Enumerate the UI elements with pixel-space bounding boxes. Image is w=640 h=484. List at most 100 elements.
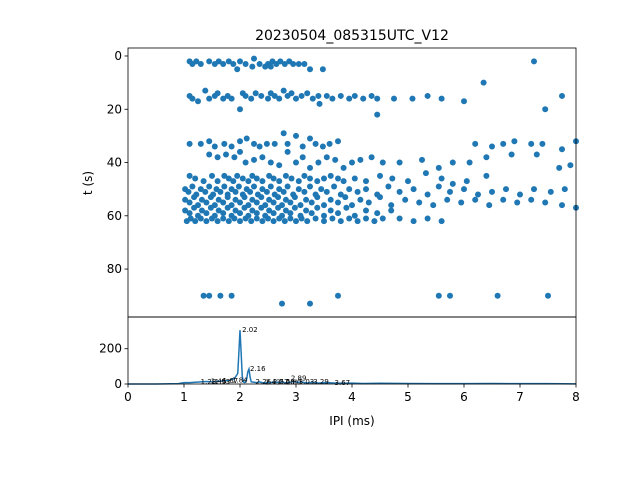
scatter-point (371, 218, 378, 225)
scatter-point (301, 60, 308, 67)
scatter-point (197, 186, 204, 193)
peak-label: 2.68 (279, 378, 295, 386)
histogram-line (128, 330, 577, 385)
scatter-point (561, 186, 568, 193)
scatter-point (329, 215, 336, 222)
scatter-point (281, 60, 288, 67)
scatter-point (391, 95, 397, 102)
scatter-point (191, 194, 198, 201)
scatter-point (327, 172, 334, 179)
peak-label: 2.57 (273, 378, 289, 386)
scatter-point (368, 154, 375, 161)
scatter-point (494, 292, 501, 299)
scatter-point (237, 58, 243, 65)
scatter-point (307, 164, 313, 171)
scatter-point (237, 210, 243, 217)
peak-label: 2.80 (286, 379, 302, 387)
scatter-point (323, 154, 330, 161)
scatter-point (284, 148, 291, 155)
scatter-point (271, 140, 278, 147)
scatter-point (377, 172, 383, 179)
scatter-point (267, 159, 274, 166)
scatter-point (251, 183, 257, 190)
scatter-point (318, 186, 325, 193)
scatter-point (203, 199, 210, 206)
scatter-point (230, 178, 237, 185)
scatter-point (508, 151, 515, 158)
y-tick-label: 0 (114, 377, 122, 391)
peak-label: 1.28 (201, 378, 217, 386)
scatter-point (363, 186, 369, 193)
scatter-point (280, 130, 287, 137)
scatter-point (319, 66, 326, 73)
scatter-point (275, 194, 282, 201)
scatter-point (200, 178, 207, 185)
scatter-point (449, 180, 456, 187)
scatter-point (331, 183, 338, 190)
x-tick-label: 2 (236, 390, 244, 404)
scatter-point (189, 183, 196, 190)
scatter-point (253, 199, 260, 206)
scatter-point (249, 207, 256, 214)
scatter-point (214, 178, 221, 185)
scatter-point (349, 159, 355, 166)
x-tick-label: 4 (348, 390, 356, 404)
scatter-point (363, 215, 369, 222)
scatter-point (282, 196, 289, 203)
scatter-point (379, 159, 386, 166)
scatter-point (337, 218, 344, 225)
scatter-point (307, 175, 313, 182)
scatter-point (280, 87, 287, 94)
scatter-point (293, 95, 299, 102)
scatter-point (332, 156, 339, 163)
scatter-point (539, 140, 546, 147)
scatter-point (293, 218, 299, 225)
scatter-point (385, 183, 392, 190)
scatter-point (215, 207, 222, 214)
scatter-point (340, 164, 347, 171)
x-tick-label: 8 (572, 390, 580, 404)
scatter-point (559, 202, 565, 209)
scatter-point (409, 95, 416, 102)
scatter-point (351, 175, 358, 182)
scatter-point (559, 92, 565, 99)
scatter-point (466, 159, 473, 166)
scatter-point (220, 95, 227, 102)
scatter-point (475, 191, 481, 198)
scatter-point (402, 196, 409, 203)
scatter-point (193, 58, 200, 65)
scatter-point (266, 196, 273, 203)
scatter-point (223, 151, 229, 158)
scatter-point (249, 196, 256, 203)
scatter-point (321, 218, 327, 225)
scatter-point (206, 151, 213, 158)
scatter-point (329, 95, 336, 102)
scatter-point (270, 218, 277, 225)
scatter-point (270, 175, 277, 182)
scatter-point (528, 196, 535, 203)
scatter-point (365, 199, 372, 206)
scatter-point (435, 164, 442, 171)
scatter-point (276, 186, 283, 193)
scatter-point (410, 218, 417, 225)
scatter-point (346, 215, 353, 222)
scatter-point (374, 95, 381, 102)
peak-label: 2.16 (250, 365, 266, 373)
scatter-point (248, 95, 255, 102)
scatter-point (542, 106, 549, 113)
scatter-point (315, 92, 322, 99)
scatter-point (299, 154, 306, 161)
scatter-point (187, 215, 194, 222)
scatter-point (374, 210, 381, 217)
scatter-point (556, 164, 563, 171)
scatter-point (258, 194, 265, 201)
scatter-point (486, 202, 493, 209)
scatter-point (388, 202, 395, 209)
scatter-point (287, 199, 294, 206)
scatter-point (293, 159, 299, 166)
scatter-point (237, 148, 243, 155)
scatter-point (220, 60, 227, 67)
scatter-point (483, 172, 490, 179)
scatter-point (388, 207, 395, 214)
scatter-point (253, 215, 260, 222)
